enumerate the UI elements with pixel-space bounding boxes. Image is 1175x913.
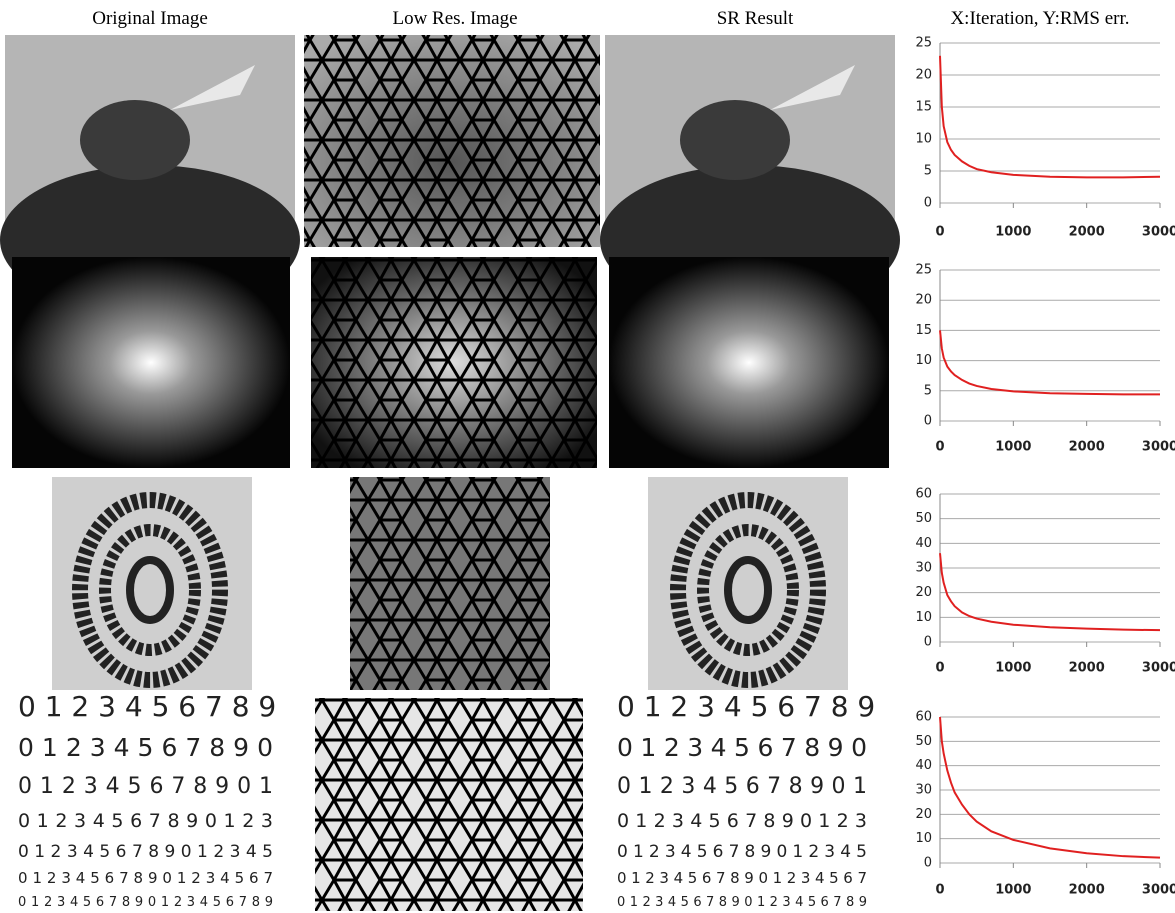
y-tick-label: 10	[915, 132, 932, 147]
y-tick-label: 20	[915, 293, 932, 308]
digit-line: 0 1 2 3 4 5 6 7 8 9 0 1 2 3 4 5 6 7	[18, 869, 273, 887]
image-original-digits: 0 1 2 3 4 5 6 7 8 9 0 1 2 3 4 5 6 7 8 9 0…	[18, 690, 276, 910]
y-tick-label: 20	[915, 585, 932, 600]
y-tick-label: 60	[915, 710, 932, 725]
y-tick-label: 0	[924, 196, 932, 211]
digit-line: 0 1 2 3 4 5 6 7 8 9 0 1	[617, 774, 867, 799]
digit-line: 0 1 2 3 4 5 6 7 8 9 0 1 2 3 4 5 6 7 8 9	[617, 895, 867, 910]
image-low-res-galaxy	[311, 257, 597, 468]
x-tick-label: 2000	[1069, 440, 1105, 455]
x-tick-label: 3000	[1142, 440, 1175, 455]
digit-line: 0 1 2 3 4 5 6 7 8 9 0	[617, 733, 867, 762]
digit-line: 0 1 2 3 4 5 6 7 8 9 0	[18, 733, 273, 762]
y-tick-label: 40	[915, 536, 932, 551]
x-tick-label: 1000	[995, 883, 1031, 898]
rms-curve	[939, 716, 1161, 859]
x-tick-label: 2000	[1069, 883, 1105, 898]
column-header: Low Res. Image	[392, 8, 517, 29]
rms-chart: 0 10 20 30 40 50 60 0 1000 2000 3000	[915, 710, 1175, 898]
column-header: SR Result	[717, 8, 794, 29]
image-sr-digits: 0 1 2 3 4 5 6 7 8 9 0 1 2 3 4 5 6 7 8 9 0…	[617, 690, 875, 910]
y-tick-label: 30	[915, 783, 932, 798]
digit-line: 0 1 2 3 4 5 6 7 8 9	[18, 690, 276, 723]
y-tick-label: 50	[915, 511, 932, 526]
rms-curve	[939, 553, 1161, 632]
image-sr-fingerprint	[648, 477, 848, 690]
y-tick-label: 50	[915, 734, 932, 749]
x-tick-label: 0	[935, 225, 944, 240]
digit-line: 0 1 2 3 4 5 6 7 8 9	[617, 690, 875, 723]
x-tick-label: 3000	[1142, 225, 1175, 240]
y-tick-label: 5	[924, 164, 932, 179]
image-low-res-bee	[304, 35, 600, 247]
x-tick-label: 1000	[995, 661, 1031, 676]
digit-line: 0 1 2 3 4 5 6 7 8 9 0 1 2 3 4 5	[18, 842, 273, 862]
digit-line: 0 1 2 3 4 5 6 7 8 9 0 1 2 3 4 5	[617, 842, 867, 862]
x-tick-label: 0	[935, 883, 944, 898]
y-tick-label: 5	[924, 383, 932, 398]
digit-line: 0 1 2 3 4 5 6 7 8 9 0 1 2 3	[617, 810, 867, 832]
rms-chart: 0 10 20 30 40 50 60 0 1000 2000 3000	[915, 487, 1175, 676]
x-tick-label: 3000	[1142, 883, 1175, 898]
y-tick-label: 10	[915, 353, 932, 368]
y-tick-label: 40	[915, 758, 932, 773]
y-tick-label: 15	[915, 100, 932, 115]
y-tick-label: 10	[915, 610, 932, 625]
digit-line: 0 1 2 3 4 5 6 7 8 9 0 1	[18, 774, 273, 799]
y-tick-label: 0	[924, 856, 932, 871]
y-tick-label: 60	[915, 487, 932, 502]
x-tick-label: 3000	[1142, 661, 1175, 676]
image-low-res-fingerprint	[350, 477, 550, 690]
y-tick-label: 0	[924, 635, 932, 650]
image-original-fingerprint	[52, 477, 252, 690]
x-tick-label: 0	[935, 661, 944, 676]
digit-line: 0 1 2 3 4 5 6 7 8 9 0 1 2 3 4 5 6 7 8 9	[18, 895, 273, 910]
x-tick-label: 2000	[1069, 661, 1105, 676]
rms-chart: 0 5 10 15 20 25 0 1000 2000 3000	[915, 263, 1175, 455]
image-original-galaxy	[12, 257, 290, 468]
x-tick-label: 1000	[995, 225, 1031, 240]
x-tick-label: 1000	[995, 440, 1031, 455]
y-tick-label: 20	[915, 68, 932, 83]
y-tick-label: 25	[915, 36, 932, 51]
rms-curve	[939, 55, 1161, 179]
digit-line: 0 1 2 3 4 5 6 7 8 9 0 1 2 3 4 5 6 7	[617, 869, 867, 887]
x-tick-label: 2000	[1069, 225, 1105, 240]
image-sr-galaxy	[609, 257, 889, 468]
y-tick-label: 0	[924, 414, 932, 429]
rms-chart: 0 5 10 15 20 25 0 1000 2000 3000	[915, 36, 1175, 240]
x-tick-label: 0	[935, 440, 944, 455]
column-header: Original Image	[92, 8, 208, 29]
y-tick-label: 10	[915, 831, 932, 846]
rms-curve	[939, 330, 1160, 396]
image-low-res-digits	[315, 698, 583, 911]
column-header: X:Iteration, Y:RMS err.	[950, 8, 1129, 29]
y-tick-label: 25	[915, 263, 932, 278]
y-tick-label: 30	[915, 561, 932, 576]
y-tick-label: 20	[915, 807, 932, 822]
y-tick-label: 15	[915, 323, 932, 338]
digit-line: 0 1 2 3 4 5 6 7 8 9 0 1 2 3	[18, 810, 273, 832]
